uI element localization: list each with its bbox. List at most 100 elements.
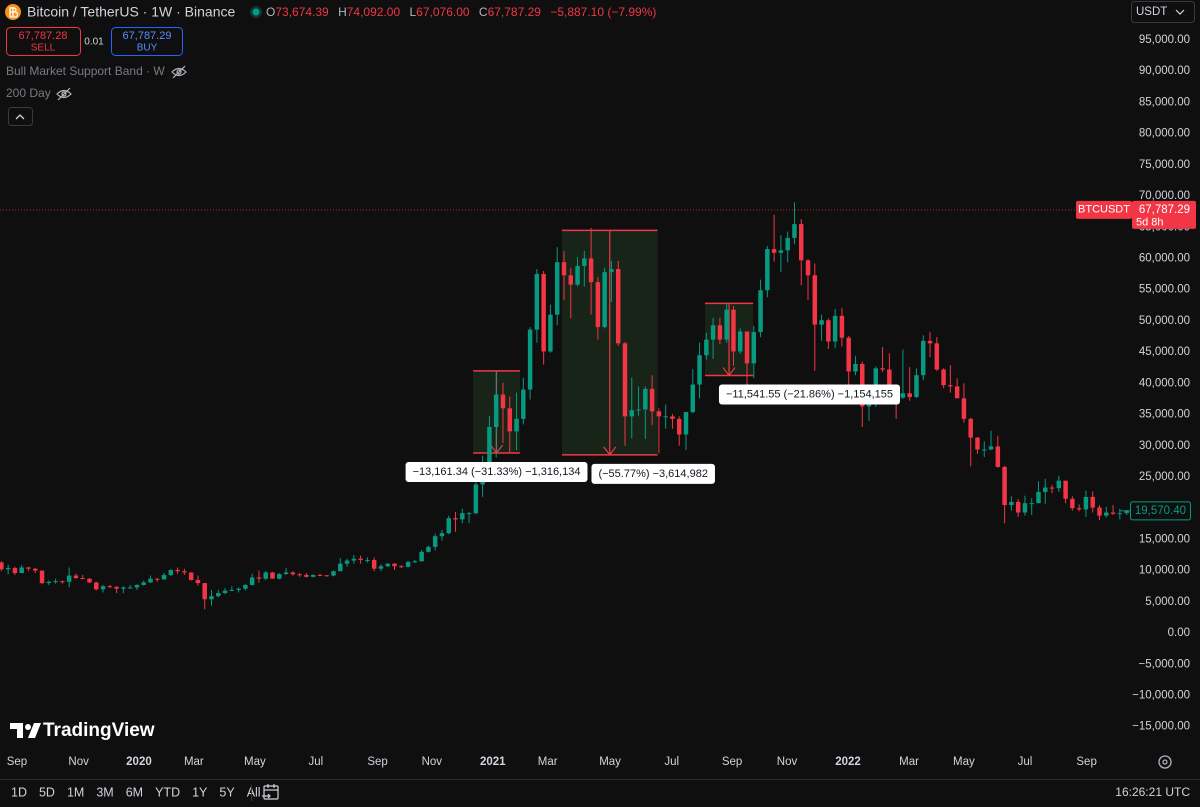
candle-body	[432, 536, 438, 547]
x-tick-label: Sep	[1076, 756, 1096, 768]
price-tag-label: 67,787.29	[1139, 204, 1190, 216]
candle-body	[371, 559, 377, 569]
currency-label[interactable]: USDT	[1136, 6, 1167, 18]
buy-button[interactable]	[111, 27, 183, 56]
ohlc-readout: O73,674.39 H74,092.00 L67,076.00 C67,787…	[266, 5, 656, 19]
candle-body	[873, 368, 879, 397]
candle-body	[846, 337, 851, 372]
range-button[interactable]: 3M	[96, 785, 113, 799]
coin-icon-glyph	[9, 7, 19, 18]
candle-body	[853, 363, 858, 372]
candle-body	[961, 398, 967, 419]
ohlc-value: 67,787.29	[488, 5, 542, 19]
y-tick-label: 85,000.00	[1139, 96, 1190, 108]
y-tick-label: 80,000.00	[1139, 128, 1190, 140]
symbol-title[interactable]: Bitcoin / TetherUS · 1W · Binance	[27, 4, 235, 20]
sell-button[interactable]	[6, 27, 81, 56]
x-tick-label: Mar	[184, 756, 204, 768]
candle-body	[954, 386, 960, 399]
candle-body	[568, 275, 573, 285]
y-tick-label: 90,000.00	[1139, 65, 1190, 77]
candle-body	[473, 484, 479, 514]
candle-body	[744, 331, 750, 364]
candle-body	[934, 343, 940, 370]
indicator-name[interactable]: 200 Day	[6, 86, 51, 100]
brand-logo	[10, 723, 23, 738]
candle-body	[236, 588, 241, 590]
collapse-icon	[15, 114, 25, 120]
ohlc-value: 74,092.00	[347, 5, 401, 19]
dropdown-icon	[1175, 9, 1185, 15]
candle-body	[5, 568, 11, 570]
range-button[interactable]: 6M	[126, 785, 143, 799]
ohlc-value: 67,076.00	[416, 5, 470, 19]
candle-body	[907, 393, 912, 398]
candle-body	[141, 582, 146, 585]
candle-body	[826, 320, 831, 342]
buy-price[interactable]: 67,787.29	[123, 30, 172, 42]
range-button[interactable]: 5D	[39, 785, 55, 799]
clock[interactable]: 16:26:21 UTC	[1115, 785, 1190, 799]
candle-body	[127, 587, 133, 589]
y-tick-label: 55,000.00	[1139, 284, 1190, 296]
range-button[interactable]: 1D	[11, 785, 27, 799]
indicator-name[interactable]: Bull Market Support Band · W	[6, 64, 165, 78]
market-status	[252, 8, 260, 16]
y-tick-label: −5,000.00	[1139, 658, 1190, 670]
x-tick-label: Sep	[722, 756, 742, 768]
hidden-icon[interactable]	[56, 87, 72, 101]
candle-body	[982, 449, 987, 451]
currency-selector[interactable]	[1131, 1, 1195, 23]
candle-body	[453, 518, 458, 520]
candle-body	[385, 563, 390, 567]
candle-body	[148, 578, 153, 583]
candle-body	[636, 409, 641, 411]
candle-body	[134, 584, 140, 588]
buy-label[interactable]: BUY	[137, 43, 158, 54]
candle-body	[561, 262, 567, 276]
candle-body	[1070, 498, 1075, 509]
settings-icon[interactable]	[1158, 755, 1172, 769]
x-tick-label: Nov	[68, 756, 89, 768]
candle-body	[941, 369, 946, 386]
quantity[interactable]: 0.01	[84, 37, 104, 48]
x-tick-label: Jul	[309, 756, 324, 768]
sell-label[interactable]: SELL	[31, 43, 56, 54]
candle-body	[683, 412, 689, 435]
ohlc-value: 73,674.39	[275, 5, 329, 19]
candle-body	[33, 568, 38, 571]
candle-body	[629, 410, 635, 417]
candle-body	[351, 558, 357, 561]
hidden-icon[interactable]	[171, 65, 187, 79]
collapse-button[interactable]	[8, 107, 33, 126]
range-button[interactable]: All	[247, 785, 261, 799]
sell-price[interactable]: 67,787.28	[19, 30, 68, 42]
y-tick-label: 60,000.00	[1139, 252, 1190, 264]
candle-body	[737, 331, 743, 352]
candle-body	[921, 340, 926, 376]
candle-body	[270, 572, 275, 579]
ohlc-label: H	[338, 5, 347, 19]
range-button[interactable]: 5Y	[219, 785, 235, 799]
range-button[interactable]: 1Y	[192, 785, 208, 799]
candle-body	[94, 582, 99, 590]
range-button[interactable]: 1M	[67, 785, 84, 799]
candle-body	[175, 569, 180, 572]
range-button[interactable]: YTD	[155, 785, 180, 799]
settings-icon	[1162, 759, 1168, 765]
candle-body	[643, 388, 648, 410]
candle-body	[1083, 496, 1089, 510]
measure-label: −13,161.34 (−31.33%) −1,316,134	[413, 466, 581, 478]
candle-body	[812, 275, 818, 325]
candle-body	[317, 574, 323, 576]
candle-body	[887, 369, 892, 394]
candle-body	[1043, 487, 1048, 492]
candle-body	[277, 574, 282, 579]
candle-body	[168, 569, 174, 575]
candle-body	[399, 566, 404, 568]
goto-date-icon[interactable]	[262, 784, 279, 800]
candle-body	[1056, 480, 1062, 489]
candle-body	[1117, 513, 1123, 515]
